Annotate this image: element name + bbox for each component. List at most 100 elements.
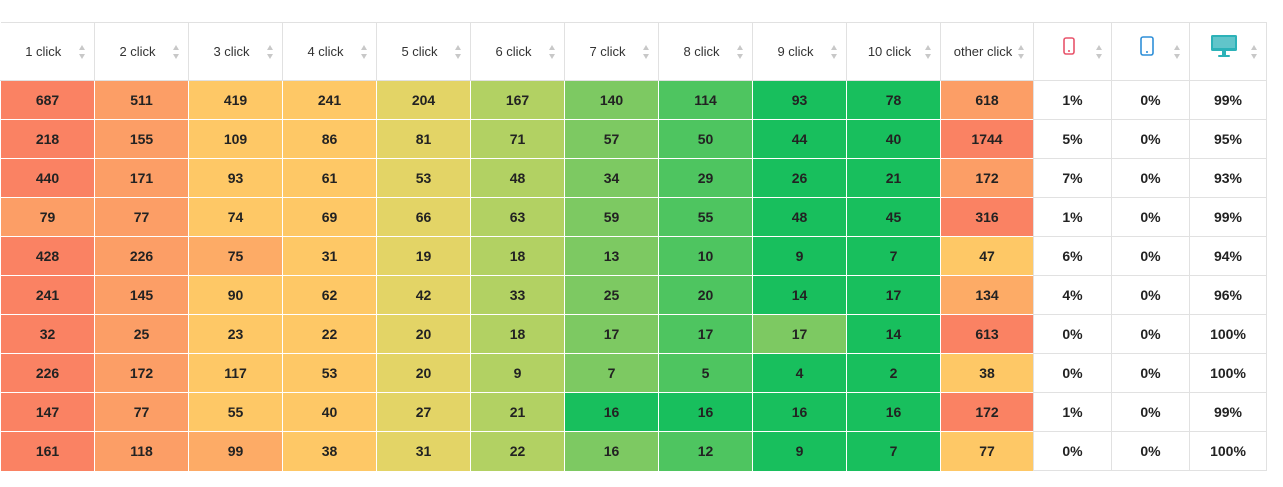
click-count-cell: 69: [282, 197, 377, 237]
sort-arrows-icon[interactable]: [267, 45, 274, 59]
click-count-cell: 241: [282, 80, 377, 120]
clicks-heatmap-table: 1 click 2 click 3 click 4 click 5 click 6 cli…: [0, 22, 1267, 471]
click-count-cell: 77: [94, 392, 189, 432]
click-count-cell: 5: [658, 353, 753, 393]
click-count-cell: 226: [0, 353, 95, 393]
device-share-cell: 99%: [1189, 80, 1267, 120]
click-count-cell: 419: [188, 80, 283, 120]
sort-arrows-icon[interactable]: [455, 45, 462, 59]
click-count-cell: 687: [0, 80, 95, 120]
device-share-cell: 0%: [1111, 353, 1190, 393]
sort-arrows-icon[interactable]: [1018, 45, 1025, 59]
click-count-cell: 171: [94, 158, 189, 198]
column-header-10[interactable]: 10 click: [846, 22, 941, 81]
sort-arrows-icon[interactable]: [549, 45, 556, 59]
click-count-cell: 14: [752, 275, 847, 315]
click-count-cell: 9: [752, 431, 847, 471]
column-header-5[interactable]: 5 click: [376, 22, 471, 81]
sort-arrows-icon[interactable]: [925, 45, 932, 59]
click-count-cell: 16: [846, 392, 941, 432]
click-count-cell: 17: [752, 314, 847, 354]
click-count-cell: 9: [470, 353, 565, 393]
device-share-cell: 5%: [1033, 119, 1112, 159]
device-share-cell: 0%: [1111, 431, 1190, 471]
sort-arrows-icon[interactable]: [643, 45, 650, 59]
sort-arrows-icon[interactable]: [79, 45, 86, 59]
click-count-cell: 172: [940, 392, 1034, 432]
click-count-cell: 25: [564, 275, 659, 315]
sort-arrows-icon[interactable]: [737, 45, 744, 59]
click-count-cell: 9: [752, 236, 847, 276]
click-count-cell: 20: [376, 314, 471, 354]
click-count-cell: 75: [188, 236, 283, 276]
column-header-2[interactable]: 2 click: [94, 22, 189, 81]
click-count-cell: 59: [564, 197, 659, 237]
click-count-cell: 45: [846, 197, 941, 237]
device-column-header-1[interactable]: [1033, 22, 1112, 81]
device-share-cell: 0%: [1111, 275, 1190, 315]
click-count-cell: 14: [846, 314, 941, 354]
device-share-cell: 1%: [1033, 197, 1112, 237]
column-header-8[interactable]: 8 click: [658, 22, 753, 81]
device-share-cell: 95%: [1189, 119, 1267, 159]
table-row: 440 171 93 61 53 48 34 29 26 21 172 7% 0% 93%: [0, 158, 1267, 198]
column-header-9[interactable]: 9 click: [752, 22, 847, 81]
device-column-header-2[interactable]: [1111, 22, 1190, 81]
click-count-cell: 16: [564, 431, 659, 471]
click-count-cell: 2: [846, 353, 941, 393]
click-count-cell: 218: [0, 119, 95, 159]
click-count-cell: 40: [282, 392, 377, 432]
click-count-cell: 33: [470, 275, 565, 315]
click-count-cell: 18: [470, 314, 565, 354]
sort-arrows-icon[interactable]: [831, 45, 838, 59]
click-count-cell: 172: [940, 158, 1034, 198]
column-header-3[interactable]: 3 click: [188, 22, 283, 81]
device-share-cell: 0%: [1111, 80, 1190, 120]
click-count-cell: 31: [282, 236, 377, 276]
click-count-cell: 48: [470, 158, 565, 198]
click-count-cell: 61: [282, 158, 377, 198]
column-header-6[interactable]: 6 click: [470, 22, 565, 81]
click-count-cell: 7: [564, 353, 659, 393]
click-count-cell: 440: [0, 158, 95, 198]
sort-arrows-icon[interactable]: [361, 45, 368, 59]
click-count-cell: 53: [282, 353, 377, 393]
sort-arrows-icon[interactable]: [1251, 45, 1258, 59]
sort-arrows-icon[interactable]: [1174, 45, 1181, 59]
column-header-7[interactable]: 7 click: [564, 22, 659, 81]
mobile-icon: [1062, 37, 1075, 58]
sort-arrows-icon[interactable]: [1096, 45, 1103, 59]
device-share-cell: 1%: [1033, 80, 1112, 120]
click-count-cell: 20: [658, 275, 753, 315]
device-share-cell: 0%: [1111, 314, 1190, 354]
table-row: 161 118 99 38 31 22 16 12 9 7 77 0% 0% 100%: [0, 431, 1267, 471]
click-count-cell: 40: [846, 119, 941, 159]
device-share-cell: 0%: [1111, 392, 1190, 432]
device-share-cell: 0%: [1033, 353, 1112, 393]
click-count-cell: 140: [564, 80, 659, 120]
click-count-cell: 109: [188, 119, 283, 159]
click-count-cell: 117: [188, 353, 283, 393]
click-count-cell: 62: [282, 275, 377, 315]
click-count-cell: 81: [376, 119, 471, 159]
click-count-cell: 78: [846, 80, 941, 120]
device-share-cell: 1%: [1033, 392, 1112, 432]
click-count-cell: 13: [564, 236, 659, 276]
click-count-cell: 66: [376, 197, 471, 237]
click-count-cell: 16: [564, 392, 659, 432]
table-row: 79 77 74 69 66 63 59 55 48 45 316 1% 0% 99%: [0, 197, 1267, 237]
click-count-cell: 118: [94, 431, 189, 471]
click-count-cell: 4: [752, 353, 847, 393]
column-header-4[interactable]: 4 click: [282, 22, 377, 81]
click-count-cell: 19: [376, 236, 471, 276]
column-header-11[interactable]: other click: [940, 22, 1034, 81]
column-header-1[interactable]: 1 click: [0, 22, 95, 81]
device-share-cell: 0%: [1111, 236, 1190, 276]
device-share-cell: 0%: [1111, 119, 1190, 159]
device-column-header-3[interactable]: [1189, 22, 1267, 81]
table-row: 147 77 55 40 27 21 16 16 16 16 172 1% 0% 99%: [0, 392, 1267, 432]
click-count-cell: 22: [470, 431, 565, 471]
click-count-cell: 10: [658, 236, 753, 276]
device-share-cell: 99%: [1189, 392, 1267, 432]
sort-arrows-icon[interactable]: [173, 45, 180, 59]
